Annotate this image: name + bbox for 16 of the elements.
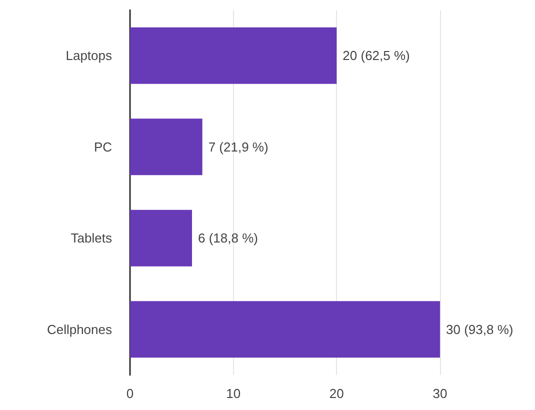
data-label: 30 (93,8 %) bbox=[446, 322, 514, 337]
bar bbox=[130, 27, 337, 84]
x-tick-label: 0 bbox=[126, 386, 134, 401]
y-tick-label: PC bbox=[94, 139, 112, 154]
x-tick-label: 20 bbox=[329, 386, 344, 401]
x-tick-label: 30 bbox=[432, 386, 448, 401]
data-label: 7 (21,9 %) bbox=[208, 139, 268, 154]
y-tick-label: Cellphones bbox=[46, 322, 112, 337]
y-tick-label: Laptops bbox=[66, 48, 112, 64]
data-label: 6 (18,8 %) bbox=[198, 230, 258, 246]
bar bbox=[130, 301, 440, 358]
bar bbox=[130, 210, 192, 266]
x-tick-label: 10 bbox=[226, 386, 241, 401]
data-label: 20 (62,5 %) bbox=[342, 48, 410, 64]
y-tick-label: Tablets bbox=[70, 230, 112, 246]
bar bbox=[130, 118, 202, 176]
